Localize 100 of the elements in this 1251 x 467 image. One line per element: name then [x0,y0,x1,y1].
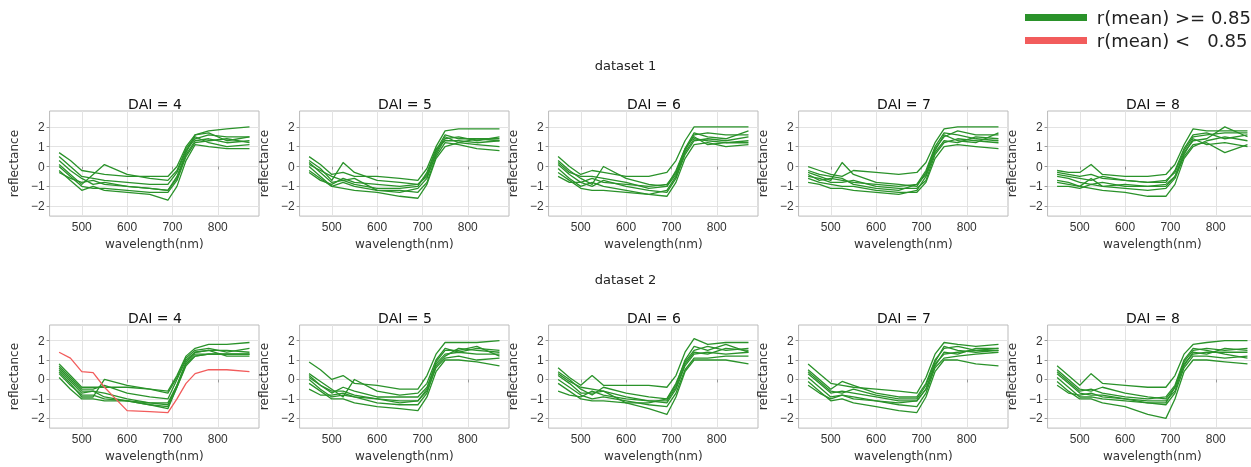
y-axis-title: reflectance [256,129,271,198]
y-tick-label: −1 [779,391,794,406]
x-tick-label: 700 [661,220,682,235]
text: dataset 2 [593,272,658,287]
x-tick-label: 700 [411,432,433,447]
x-tick-label: 800 [1205,432,1227,447]
y-tick-label: −2 [280,411,295,426]
x-tick-label: 600 [117,220,138,235]
x-tick-label: 600 [1115,432,1136,447]
chart-title: DAI = 7 [876,96,931,112]
y-axis-title: reflectance [755,342,770,411]
y-tick-label: 1 [786,139,794,154]
y-axis-title: reflectance [7,129,21,198]
legend-label: r(mean) >= 0.85 [1095,6,1251,29]
chart-title: DAI = 7 [876,310,931,326]
x-axis-title: wavelength(nm) [354,237,454,251]
y-axis-title: reflectance [1005,129,1019,198]
chart-title: DAI = 5 [377,96,432,112]
x-tick-label: 800 [956,432,977,447]
x-tick-label: 500 [570,220,592,235]
chart-title: DAI = 4 [128,310,182,326]
y-tick-label: 2 [287,333,295,348]
y-tick-label: 2 [1035,333,1043,348]
x-tick-label: 500 [321,220,342,235]
y-tick-label: 2 [287,119,295,134]
x-tick-label: 700 [661,432,682,447]
x-tick-label: 700 [162,432,183,447]
y-axis-title: reflectance [755,129,770,198]
x-tick-label: 600 [865,220,886,235]
x-axis-title: wavelength(nm) [354,449,454,463]
y-tick-label: −2 [779,411,794,426]
y-tick-label: 1 [287,139,295,154]
y-tick-label: 0 [37,372,45,387]
legend-label: r(mean) < 0.85 [1095,29,1249,52]
chart-title: DAI = 8 [1126,310,1180,326]
x-tick-label: 500 [71,432,93,447]
y-tick-label: 2 [536,333,544,348]
x-tick-label: 700 [910,220,932,235]
y-tick-label: −2 [779,199,794,214]
x-axis-title: wavelength(nm) [604,237,703,251]
y-tick-label: −2 [30,411,45,426]
y-tick-label: 1 [37,139,45,154]
x-tick-label: 800 [956,220,977,235]
y-tick-label: −1 [529,391,544,406]
y-tick-label: 1 [536,353,544,368]
x-tick-label: 700 [1160,432,1181,447]
y-tick-label: 0 [287,372,295,387]
y-tick-label: 2 [37,333,45,348]
chart-title: DAI = 5 [377,310,432,326]
y-tick-label: −1 [1028,391,1043,406]
y-tick-label: 0 [786,372,794,387]
y-tick-label: 0 [287,159,295,174]
x-tick-label: 500 [820,220,841,235]
chart-title: DAI = 8 [1126,96,1180,112]
x-tick-label: 800 [207,220,229,235]
y-tick-label: 2 [1035,119,1043,134]
y-tick-label: 0 [37,159,45,174]
y-tick-label: −2 [529,199,544,214]
y-tick-label: 1 [536,139,544,154]
x-tick-label: 800 [706,432,728,447]
x-axis-title: wavelength(nm) [853,237,953,251]
x-tick-label: 800 [457,220,478,235]
y-tick-label: 2 [536,119,544,134]
x-axis-title: wavelength(nm) [105,237,204,251]
x-axis-title: wavelength(nm) [853,449,953,463]
y-tick-label: −1 [779,179,794,194]
y-axis-title: reflectance [506,342,520,411]
y-tick-label: 0 [536,159,544,174]
text: dataset 1 [593,58,658,73]
y-tick-label: 0 [1035,159,1043,174]
x-tick-label: 600 [117,432,138,447]
y-tick-label: 0 [1035,372,1043,387]
y-tick-label: 0 [536,372,544,387]
y-tick-label: 1 [1035,353,1043,368]
x-tick-label: 700 [411,220,433,235]
y-tick-label: −2 [280,199,295,214]
y-tick-label: −1 [30,391,45,406]
x-tick-label: 800 [706,220,728,235]
x-tick-label: 500 [321,432,342,447]
y-tick-label: −1 [1028,179,1043,194]
x-tick-label: 600 [366,432,387,447]
x-tick-label: 500 [820,432,841,447]
y-tick-label: −2 [30,199,45,214]
y-axis-title: reflectance [506,129,520,198]
y-tick-label: 1 [786,353,794,368]
y-tick-label: −2 [529,411,544,426]
x-tick-label: 800 [1205,220,1227,235]
y-tick-label: −1 [280,179,295,194]
x-tick-label: 500 [71,220,93,235]
y-tick-label: 2 [37,119,45,134]
x-tick-label: 600 [1115,220,1136,235]
x-tick-label: 600 [366,220,387,235]
y-tick-label: 2 [786,119,794,134]
chart-title: DAI = 6 [627,96,681,112]
chart-title: DAI = 4 [128,96,182,112]
y-tick-label: 1 [287,353,295,368]
y-axis-title: reflectance [1005,342,1019,411]
x-axis-title: wavelength(nm) [604,449,703,463]
y-tick-label: −2 [1028,411,1043,426]
y-tick-label: 1 [37,353,45,368]
